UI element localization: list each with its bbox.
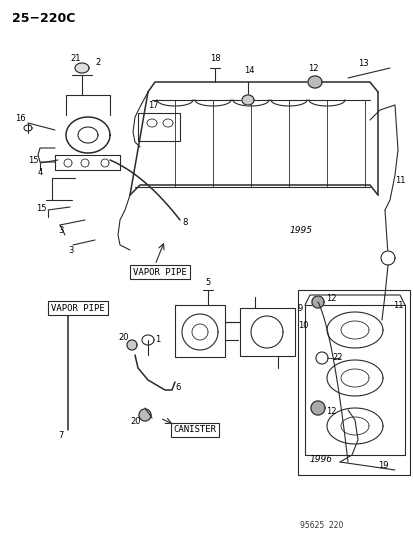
- Text: 1: 1: [154, 335, 160, 344]
- Text: 12: 12: [307, 63, 318, 72]
- Text: 21: 21: [70, 53, 80, 62]
- Text: 20: 20: [118, 334, 128, 343]
- Text: 3: 3: [68, 246, 73, 254]
- Text: 7: 7: [58, 431, 63, 440]
- Polygon shape: [311, 296, 323, 308]
- Polygon shape: [310, 401, 324, 415]
- Text: 2: 2: [95, 58, 100, 67]
- Text: 1995: 1995: [289, 225, 312, 235]
- Text: 25−220C: 25−220C: [12, 12, 75, 25]
- Text: 12: 12: [325, 294, 336, 303]
- Text: 9: 9: [297, 303, 302, 312]
- Text: 1996: 1996: [309, 456, 332, 464]
- Polygon shape: [75, 63, 89, 73]
- Text: 4: 4: [38, 167, 43, 176]
- Text: 17: 17: [147, 101, 158, 109]
- Polygon shape: [242, 95, 254, 105]
- Text: 11: 11: [394, 175, 404, 184]
- Text: VAPOR PIPE: VAPOR PIPE: [51, 303, 104, 312]
- Text: 10: 10: [297, 320, 308, 329]
- Polygon shape: [380, 251, 394, 265]
- Text: 11: 11: [392, 301, 403, 310]
- Polygon shape: [127, 340, 137, 350]
- Text: 15: 15: [36, 204, 46, 213]
- Text: 22: 22: [331, 353, 342, 362]
- Text: 15: 15: [28, 156, 38, 165]
- Bar: [240, 308, 294, 356]
- Text: VAPOR PIPE: VAPOR PIPE: [133, 268, 186, 277]
- Text: CANISTER: CANISTER: [173, 425, 216, 434]
- Text: 5: 5: [204, 278, 210, 287]
- Text: 6: 6: [175, 384, 180, 392]
- Text: 18: 18: [209, 53, 220, 62]
- Bar: [297, 290, 409, 475]
- Text: 16: 16: [15, 114, 26, 123]
- Bar: [138, 113, 180, 141]
- Text: 12: 12: [325, 408, 336, 416]
- Text: 3: 3: [58, 225, 63, 235]
- Text: 8: 8: [182, 217, 187, 227]
- Text: 95625  220: 95625 220: [299, 521, 342, 529]
- Text: 13: 13: [357, 59, 368, 68]
- Text: 19: 19: [377, 461, 387, 470]
- Text: 20: 20: [130, 417, 140, 426]
- Polygon shape: [139, 409, 151, 421]
- Polygon shape: [307, 76, 321, 88]
- Bar: [175, 305, 224, 357]
- Text: 14: 14: [243, 66, 254, 75]
